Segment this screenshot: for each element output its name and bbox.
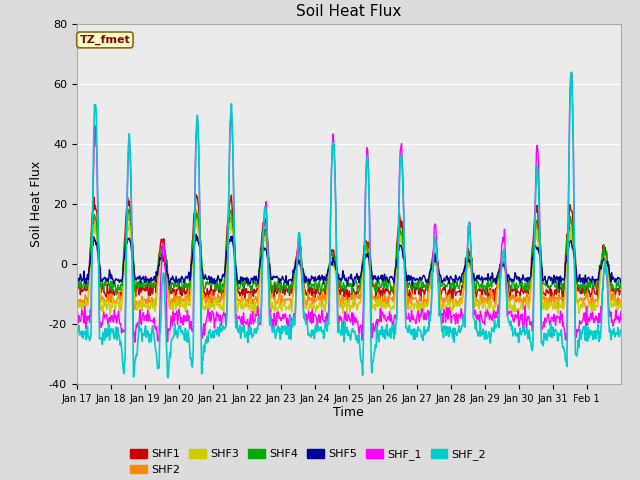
SHF5 bbox=[73, 280, 81, 286]
SHF2 bbox=[73, 290, 81, 296]
SHF_2 bbox=[73, 324, 81, 330]
Line: SHF3: SHF3 bbox=[77, 215, 621, 317]
SHF_2 bbox=[285, 336, 292, 341]
SHF2 bbox=[264, 256, 272, 262]
SHF4 bbox=[617, 281, 625, 287]
SHF4 bbox=[580, 292, 588, 298]
SHF1 bbox=[285, 287, 292, 292]
SHF4 bbox=[406, 279, 413, 285]
SHF_1 bbox=[264, 267, 272, 273]
SHF_1 bbox=[285, 321, 292, 326]
SHF_1 bbox=[406, 316, 413, 322]
SHF_1 bbox=[131, 339, 139, 345]
SHF1 bbox=[436, 285, 444, 290]
SHF4 bbox=[73, 280, 81, 286]
SHF1 bbox=[491, 299, 499, 305]
SHF5 bbox=[406, 277, 413, 283]
SHF5 bbox=[192, 231, 200, 237]
SHF_2 bbox=[436, 307, 444, 313]
SHF1 bbox=[192, 192, 200, 197]
SHF1 bbox=[237, 290, 245, 296]
SHF4 bbox=[237, 281, 245, 287]
SHF2 bbox=[193, 207, 200, 213]
Text: TZ_fmet: TZ_fmet bbox=[79, 35, 131, 45]
Legend: SHF1, SHF2, SHF3, SHF4, SHF5, SHF_1, SHF_2: SHF1, SHF2, SHF3, SHF4, SHF5, SHF_1, SHF… bbox=[126, 444, 491, 479]
SHF5 bbox=[285, 277, 292, 283]
SHF4 bbox=[138, 280, 145, 286]
SHF5 bbox=[137, 280, 145, 286]
Line: SHF4: SHF4 bbox=[77, 210, 621, 295]
SHF2 bbox=[617, 301, 625, 307]
Title: Soil Heat Flux: Soil Heat Flux bbox=[296, 4, 401, 19]
SHF5 bbox=[617, 280, 625, 286]
SHF5 bbox=[237, 274, 245, 280]
SHF_1 bbox=[568, 71, 576, 76]
SHF3 bbox=[406, 306, 413, 312]
SHF_2 bbox=[164, 375, 172, 381]
X-axis label: Time: Time bbox=[333, 407, 364, 420]
SHF2 bbox=[406, 296, 413, 302]
SHF_1 bbox=[138, 322, 145, 327]
SHF3 bbox=[285, 307, 292, 312]
SHF_1 bbox=[617, 309, 625, 314]
SHF3 bbox=[437, 298, 445, 304]
Line: SHF1: SHF1 bbox=[77, 194, 621, 302]
SHF5 bbox=[556, 285, 563, 291]
SHF4 bbox=[125, 207, 132, 213]
SHF3 bbox=[415, 314, 422, 320]
SHF3 bbox=[237, 306, 245, 312]
SHF3 bbox=[617, 303, 625, 309]
SHF1 bbox=[264, 244, 272, 250]
SHF_1 bbox=[436, 311, 444, 317]
SHF2 bbox=[285, 297, 292, 303]
SHF4 bbox=[264, 253, 272, 259]
Line: SHF5: SHF5 bbox=[77, 234, 621, 288]
Line: SHF2: SHF2 bbox=[77, 210, 621, 311]
SHF5 bbox=[264, 258, 272, 264]
SHF2 bbox=[554, 308, 561, 313]
SHF3 bbox=[137, 304, 145, 310]
Y-axis label: Soil Heat Flux: Soil Heat Flux bbox=[30, 161, 44, 247]
SHF_2 bbox=[237, 328, 245, 334]
SHF3 bbox=[264, 270, 272, 276]
SHF1 bbox=[406, 287, 413, 293]
SHF_2 bbox=[617, 327, 625, 333]
SHF5 bbox=[436, 272, 444, 277]
SHF1 bbox=[617, 288, 625, 294]
SHF3 bbox=[73, 309, 81, 315]
SHF1 bbox=[137, 289, 145, 295]
Line: SHF_2: SHF_2 bbox=[77, 72, 621, 378]
SHF_2 bbox=[264, 268, 272, 274]
Line: SHF_1: SHF_1 bbox=[77, 73, 621, 342]
SHF_1 bbox=[237, 322, 245, 327]
SHF_2 bbox=[406, 323, 413, 328]
SHF2 bbox=[237, 295, 245, 301]
SHF_2 bbox=[567, 70, 575, 75]
SHF4 bbox=[436, 278, 444, 284]
SHF3 bbox=[193, 212, 200, 217]
SHF2 bbox=[436, 288, 444, 294]
SHF_1 bbox=[73, 309, 81, 314]
SHF_2 bbox=[137, 326, 145, 332]
SHF1 bbox=[73, 282, 81, 288]
SHF2 bbox=[137, 299, 145, 305]
SHF4 bbox=[285, 290, 292, 296]
